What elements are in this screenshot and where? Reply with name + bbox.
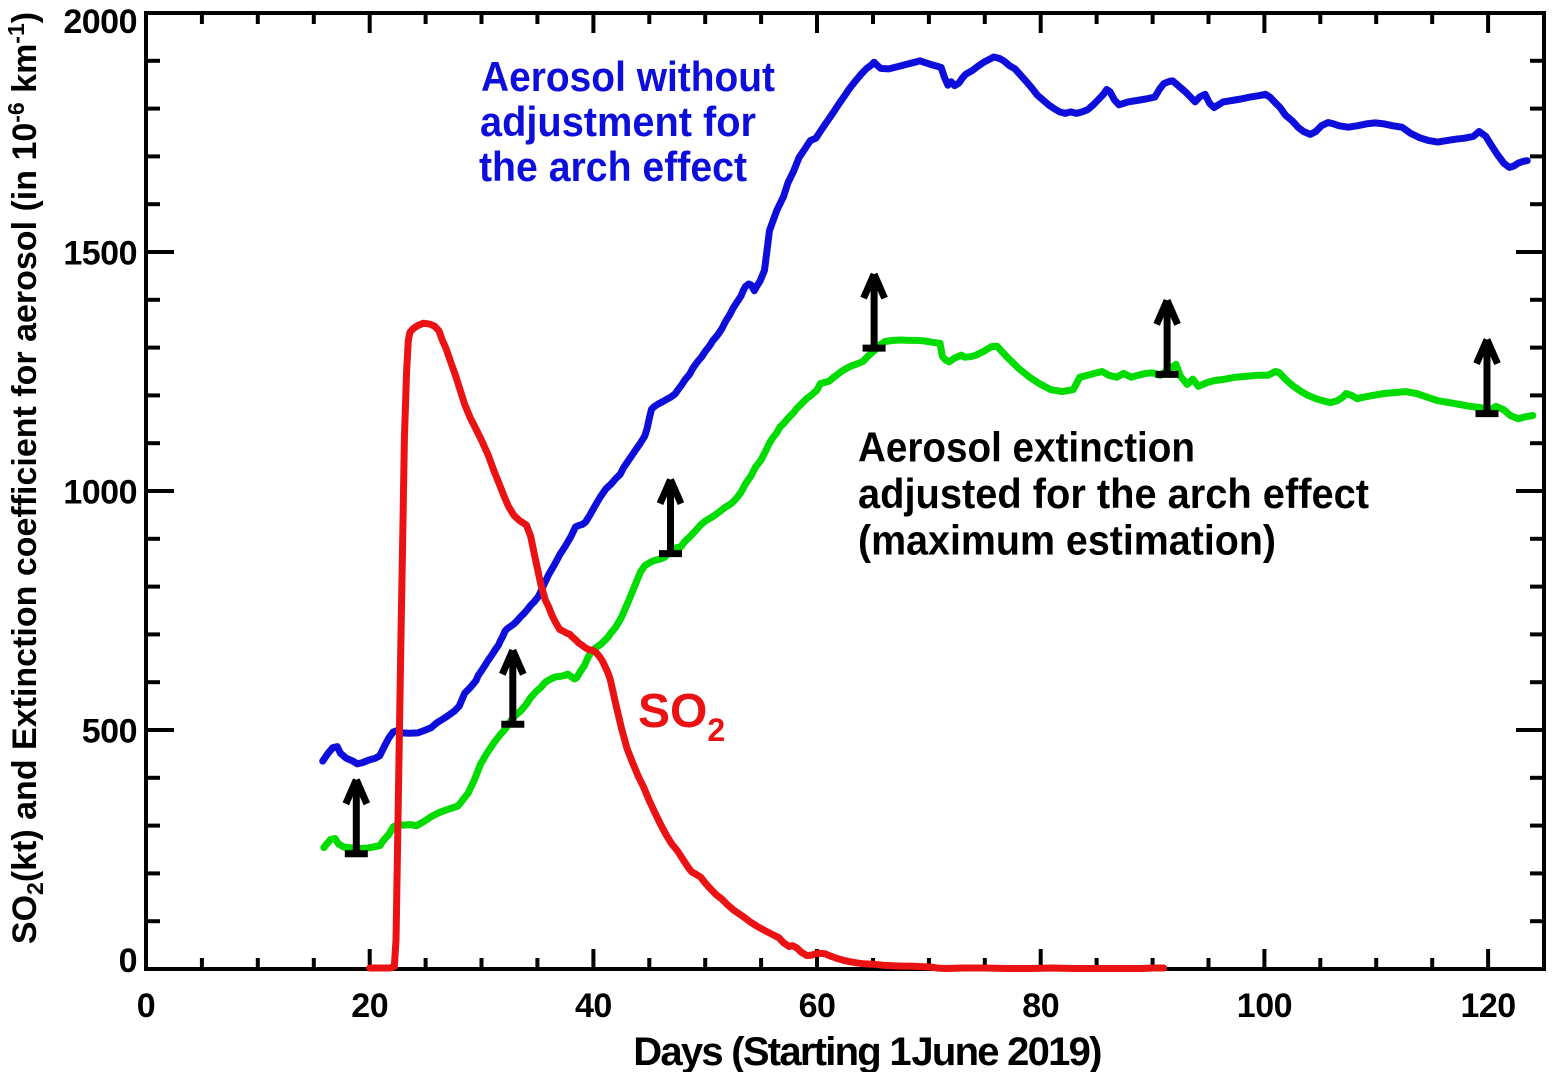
svg-text:Aerosol extinction: Aerosol extinction [858,424,1195,471]
svg-text:20: 20 [351,987,388,1025]
svg-text:SO2(kt) and Extinction coeffic: SO2(kt) and Extinction coefficient for a… [3,12,48,944]
svg-text:0: 0 [119,942,137,980]
svg-text:500: 500 [82,713,137,751]
svg-text:40: 40 [575,987,612,1025]
svg-text:adjusted for the arch effect: adjusted for the arch effect [858,470,1369,517]
svg-text:60: 60 [799,987,836,1025]
svg-text:100: 100 [1237,987,1292,1025]
svg-text:0: 0 [137,987,155,1025]
svg-text:(maximum estimation): (maximum estimation) [858,517,1276,564]
svg-text:80: 80 [1022,987,1059,1025]
svg-text:the arch effect: the arch effect [479,143,747,190]
svg-text:120: 120 [1460,987,1515,1025]
svg-text:1500: 1500 [63,235,137,273]
svg-text:Aerosol without: Aerosol without [481,53,775,100]
svg-text:adjustment for: adjustment for [480,98,756,145]
svg-text:2000: 2000 [63,3,137,41]
svg-text:Days (Starting 1 June 2019): Days (Starting 1 June 2019) [633,1030,1101,1072]
svg-text:1000: 1000 [63,474,137,512]
